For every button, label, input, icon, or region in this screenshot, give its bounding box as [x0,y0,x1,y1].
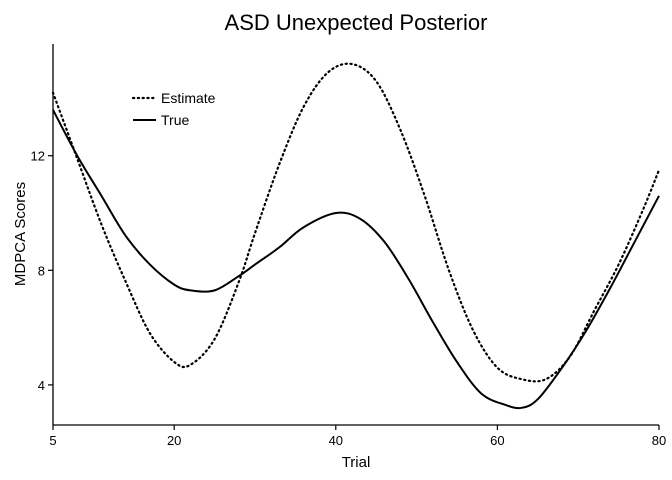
series-layer [51,62,661,410]
legend: Estimate True [131,90,216,128]
x-tick-label: 5 [49,433,56,448]
x-tick-label: 40 [329,433,343,448]
y-tick-label: 8 [38,263,45,278]
chart-title: ASD Unexpected Posterior [225,10,488,35]
y-ticks: 4 8 12 [31,149,53,393]
legend-label-true: True [161,112,189,128]
y-tick-label: 4 [38,378,45,393]
x-tick-label: 20 [167,433,181,448]
x-tick-label: 60 [490,433,504,448]
x-tick-label: 80 [652,433,666,448]
y-tick-label: 12 [31,149,45,164]
x-axis-label: Trial [342,454,371,471]
series-line-estimate [51,62,661,383]
y-axis-label: MDPCA Scores [12,182,29,286]
series-line-true [52,109,660,410]
axes [52,44,659,426]
x-ticks: 5 20 40 60 80 [49,425,666,448]
legend-label-estimate: Estimate [161,90,216,106]
